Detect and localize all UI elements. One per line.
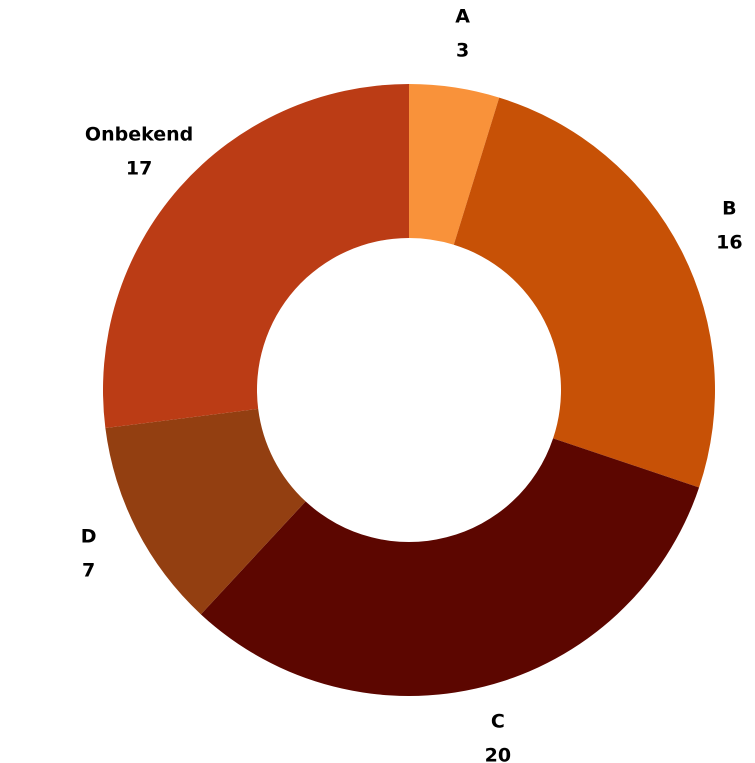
slice-label: C: [491, 710, 505, 732]
slice: [409, 84, 500, 245]
slice: [105, 408, 306, 615]
value-label: 16: [716, 231, 742, 253]
value-label: 20: [485, 744, 511, 763]
slice-label: D: [81, 526, 97, 548]
slice-label: A: [455, 6, 470, 28]
value-label: 7: [82, 560, 95, 582]
slice-label: B: [722, 197, 736, 219]
slice-label: Onbekend: [85, 123, 193, 145]
value-label: 3: [456, 40, 469, 62]
slice: [103, 84, 410, 429]
slice: [200, 438, 700, 696]
value-label: 17: [126, 157, 152, 179]
slice: [453, 97, 716, 488]
